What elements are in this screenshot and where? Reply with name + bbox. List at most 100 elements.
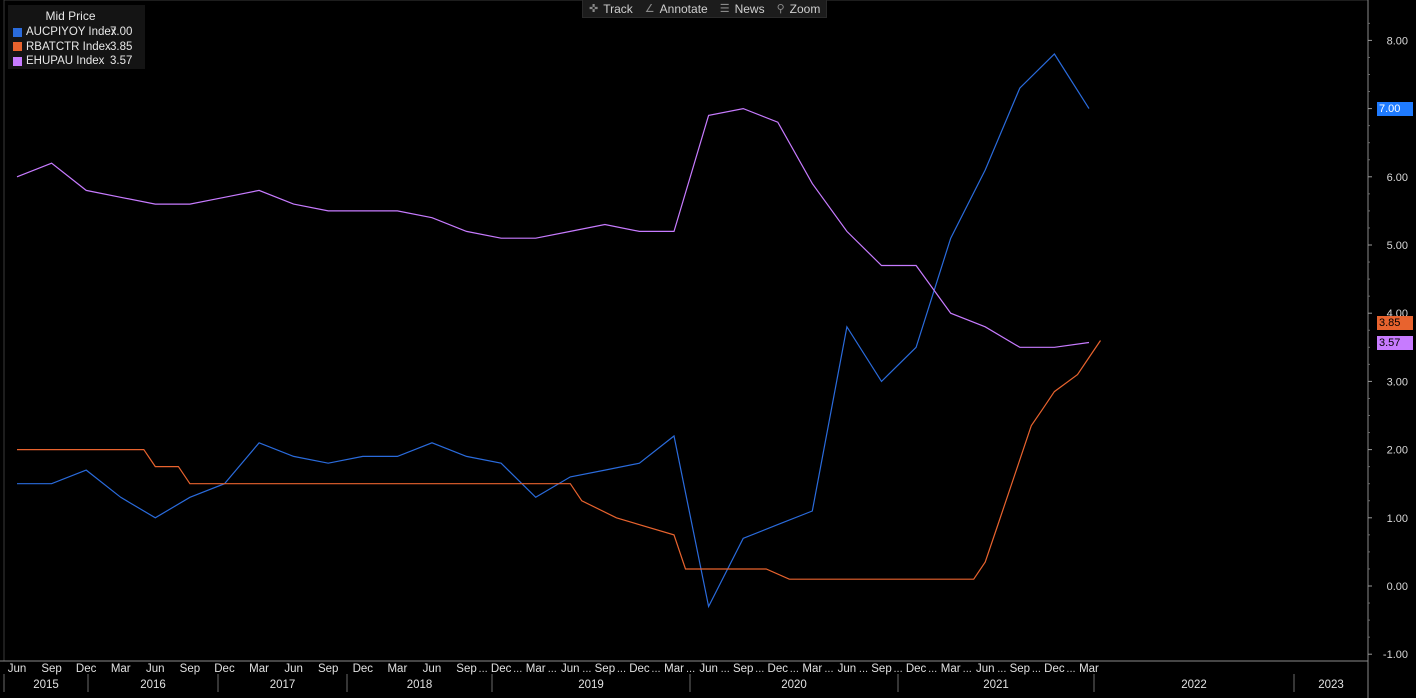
news-button[interactable]: ☰ News [714,0,771,17]
x-tick-label: Dec [214,663,235,675]
x-tick-label: Jun [699,663,718,675]
year-label: 2019 [578,679,604,691]
x-tick-label: Mar [941,663,961,675]
x-tick-label: Sep [180,663,200,675]
x-tick-label: Mar [664,663,684,675]
year-label: 2020 [781,679,807,691]
x-tick-label: Dec [353,663,374,675]
x-tick-ellipsis: ... [651,663,660,675]
news-label: News [734,1,765,16]
legend-value: 3.57 [110,55,133,68]
last-value-tag-ehupau: 3.57 [1377,335,1413,350]
legend-item-rbatctr[interactable]: RBATCTR Index 3.85 [13,40,145,55]
annotate-label: Annotate [659,1,708,16]
x-tick-ellipsis: ... [686,663,695,675]
series-line-ehupau [16,107,1090,348]
series-layer [16,53,1101,609]
x-tick-label: Jun [8,663,27,675]
series-line-rbatctr [17,340,1101,580]
x-tick-ellipsis: ... [928,663,937,675]
x-tick-ellipsis: ... [1066,663,1075,675]
legend-name: RBATCTR Index [26,40,111,53]
x-tick-ellipsis: ... [859,663,868,675]
x-tick-label: Mar [526,663,546,675]
legend-item-ehupau[interactable]: EHUPAU Index 3.57 [13,54,145,69]
plot-border [3,0,1369,662]
x-tick-label: Sep [733,663,753,675]
x-tick-label: Sep [595,663,615,675]
x-tick-ellipsis: ... [997,663,1006,675]
track-button[interactable]: ✜ Track [583,0,639,17]
legend-value: 3.85 [110,40,133,53]
crosshair-icon: ✜ [589,3,599,15]
x-tick-ellipsis: ... [617,663,626,675]
x-axis: Jun Sep Dec Mar Jun Sep Dec Mar Jun Sep Dec Mar Jun S… [3,663,1344,692]
x-tick-label: Jun [561,663,580,675]
x-tick-ellipsis: ... [479,663,488,675]
legend-swatch [13,42,22,52]
x-tick-label: Dec [491,663,512,675]
x-tick-ellipsis: ... [755,663,764,675]
y-tick-label: 1.00 [1387,513,1408,525]
x-tick-ellipsis: ... [721,663,730,675]
x-tick-ellipsis: ... [513,663,522,675]
y-tick-label: 3.00 [1387,376,1408,388]
x-tick-ellipsis: ... [893,663,902,675]
legend-swatch [13,56,22,66]
x-tick-ellipsis: ... [963,663,972,675]
track-label: Track [603,1,633,16]
y-tick-label: 8.00 [1387,35,1408,47]
annotate-button[interactable]: ∠ Annotate [639,0,714,17]
last-value-tag-rbatctr: 3.85 [1377,316,1413,331]
legend-title: Mid Price [45,9,96,23]
year-label: 2022 [1181,679,1207,691]
x-tick-label: Dec [76,663,97,675]
x-tick-label: Sep [456,663,476,675]
legend[interactable]: Mid Price AUCPIYOY Index 7.00 RBATCTR In… [8,5,145,69]
y-tick-label: 0.00 [1387,581,1408,593]
zoom-button[interactable]: ⚲ Zoom [771,0,827,17]
y-tick-label: -1.00 [1383,649,1408,661]
x-tick-label: Dec [768,663,789,675]
x-tick-label: Dec [906,663,927,675]
x-tick-label: Mar [111,663,131,675]
x-tick-label: Jun [284,663,303,675]
legend-name: EHUPAU Index [26,55,105,68]
x-tick-label: Mar [802,663,822,675]
x-tick-ellipsis: ... [582,663,591,675]
plot-frame [0,0,1369,698]
x-tick-ellipsis: ... [790,663,799,675]
x-tick-label: Sep [318,663,338,675]
y-tick-label: 6.00 [1387,172,1408,184]
x-tick-ellipsis: ... [824,663,833,675]
x-tick-label: Jun [976,663,995,675]
last-value-tag-aucpiyoy: 7.00 [1377,101,1413,116]
zoom-label: Zoom [789,1,821,16]
x-tick-label: Mar [1079,663,1099,675]
x-tick-ellipsis: ... [548,663,557,675]
x-tick-label: Jun [146,663,165,675]
x-tick-label: Mar [387,663,407,675]
x-tick-label: Dec [629,663,650,675]
x-tick-label: Jun [423,663,442,675]
x-tick-label: Sep [41,663,61,675]
legend-value: 7.00 [110,26,133,39]
pencil-icon: ∠ [644,3,655,15]
x-tick-ellipsis: ... [1032,663,1041,675]
series-line-aucpiyoy [17,53,1090,609]
x-tick-label: Mar [249,663,269,675]
x-tick-label: Sep [871,663,891,675]
year-label: 2016 [140,679,166,691]
news-icon: ☰ [719,3,730,15]
magnifier-icon: ⚲ [776,3,785,15]
year-label: 2021 [983,679,1009,691]
x-tick-label: Dec [1044,663,1065,675]
x-tick-label: Sep [1010,663,1030,675]
y-tick-label: 5.00 [1387,240,1408,252]
year-label: 2015 [33,679,59,691]
y-tick-label: 2.00 [1387,445,1408,457]
legend-item-aucpiyoy[interactable]: AUCPIYOY Index 7.00 [13,25,145,40]
year-label: 2023 [1318,679,1344,691]
year-label: 2018 [407,679,433,691]
